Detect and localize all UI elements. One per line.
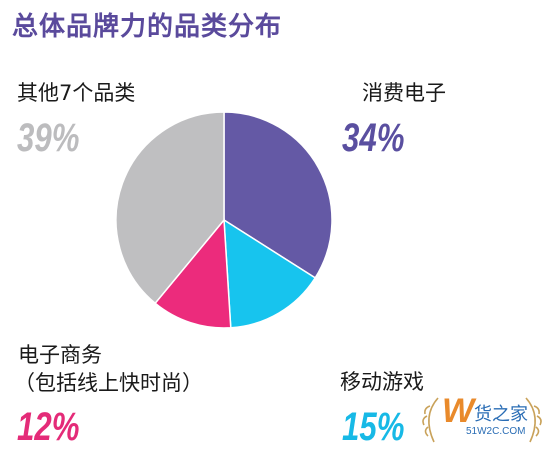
slice-sublabel-ecommerce: （包括线上快时尚） <box>14 371 203 395</box>
laurel-icon <box>422 397 542 443</box>
slice-value-mobile-games: 15% <box>342 405 405 449</box>
slice-value-other: 39% <box>17 116 80 160</box>
watermark-url: 51W2C.COM <box>466 426 526 437</box>
pie-slice-other <box>115 111 225 305</box>
chart-title: 总体品牌力的品类分布 <box>12 12 283 42</box>
slice-label-ecommerce: 电子商务 <box>18 343 102 367</box>
slice-label-mobile-games: 移动游戏 <box>340 370 424 394</box>
slice-label-consumer-electronics: 消费电子 <box>362 81 446 105</box>
pie-slice-mobile-games <box>223 218 317 329</box>
pie-slice-ecommerce <box>154 218 232 329</box>
slice-value-ecommerce: 12% <box>17 405 80 449</box>
watermark-logo: W 货之家 51W2C.COM <box>416 392 548 450</box>
watermark-name: 货之家 <box>474 404 528 425</box>
slice-label-other: 其他7个品类 <box>17 81 136 105</box>
watermark-letter: W <box>442 392 475 430</box>
slice-value-consumer-electronics: 34% <box>342 116 405 160</box>
